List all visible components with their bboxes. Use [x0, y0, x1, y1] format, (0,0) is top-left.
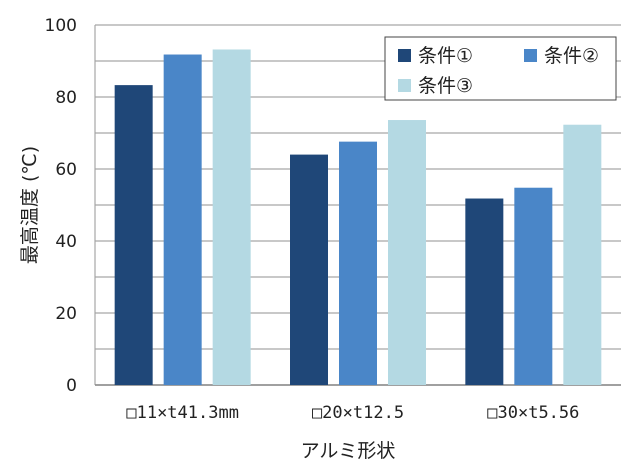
legend-label-2: 条件② — [544, 45, 599, 67]
bar-series-2-3 — [514, 187, 553, 385]
x-tick-label: □30×t5.56 — [487, 403, 579, 423]
x-tick-label: □11×t41.3mm — [126, 403, 239, 423]
x-axis-title: アルミ形状 — [301, 440, 396, 462]
legend-swatch-2 — [524, 49, 537, 62]
bar-series-3-3 — [563, 124, 602, 385]
legend-label-1: 条件① — [418, 45, 473, 67]
y-tick-label: 0 — [66, 376, 77, 396]
legend-swatch-1 — [398, 49, 411, 62]
bar-series-3-2 — [388, 120, 426, 385]
y-tick-label: 100 — [45, 16, 77, 36]
legend-box — [384, 36, 617, 101]
y-tick-label: 80 — [55, 88, 77, 108]
bar-series-1-2 — [290, 154, 328, 385]
bar-series-3-1 — [212, 49, 251, 385]
y-tick-label: 60 — [55, 160, 77, 180]
bar-series-1-1 — [114, 85, 153, 386]
legend-label-3: 条件③ — [418, 75, 473, 97]
x-tick-label: □20×t12.5 — [312, 403, 404, 423]
bar-series-2-1 — [163, 54, 202, 386]
legend-swatch-3 — [398, 79, 411, 92]
bar-series-2-2 — [339, 141, 377, 385]
y-tick-label: 40 — [55, 232, 77, 252]
y-axis-title: 最高温度 (℃) — [19, 146, 41, 264]
bar-series-1-3 — [465, 198, 504, 385]
y-tick-label: 20 — [55, 304, 77, 324]
